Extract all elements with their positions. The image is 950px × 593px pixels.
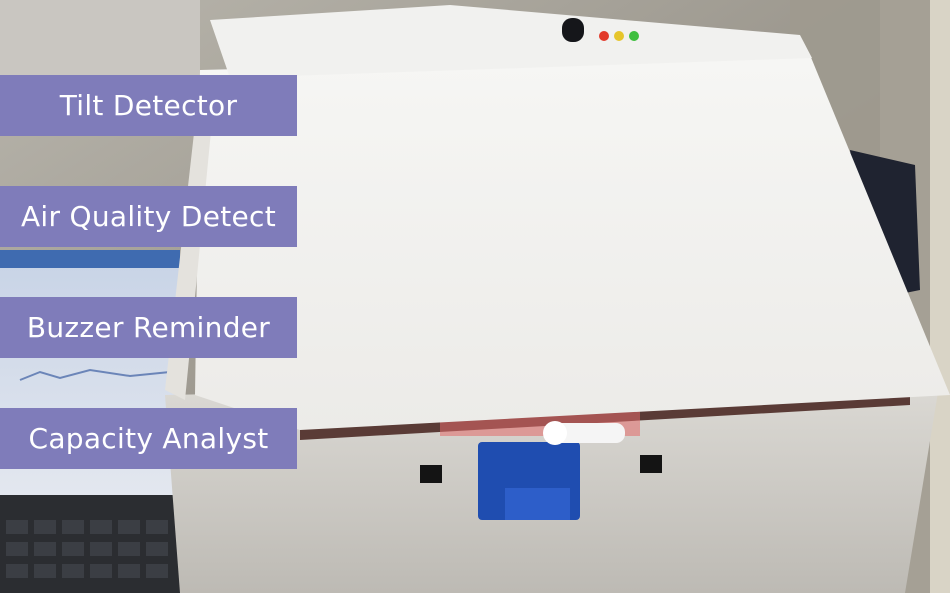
label-buzzer-reminder: Buzzer Reminder — [0, 297, 297, 358]
feature-labels: Tilt Detector Air Quality Detect Buzzer … — [0, 0, 297, 593]
servo-bracket — [505, 488, 570, 520]
right-clip — [640, 455, 662, 473]
red-led — [599, 31, 609, 41]
screen-graph — [19, 368, 171, 381]
label-tilt-detector: Tilt Detector — [0, 75, 297, 136]
laptop-screen-bar — [0, 250, 180, 268]
green-led — [629, 31, 639, 41]
keyboard-keys — [6, 520, 168, 578]
buzzer-component — [562, 18, 584, 42]
box-lid — [195, 55, 950, 430]
servo-horn-hub — [543, 421, 567, 445]
left-wall — [0, 0, 200, 75]
lid-top-paper — [210, 5, 812, 78]
yellow-led — [614, 31, 624, 41]
label-air-quality-detect: Air Quality Detect — [0, 186, 297, 247]
left-clip — [420, 465, 442, 483]
label-capacity-analyst: Capacity Analyst — [0, 408, 297, 469]
